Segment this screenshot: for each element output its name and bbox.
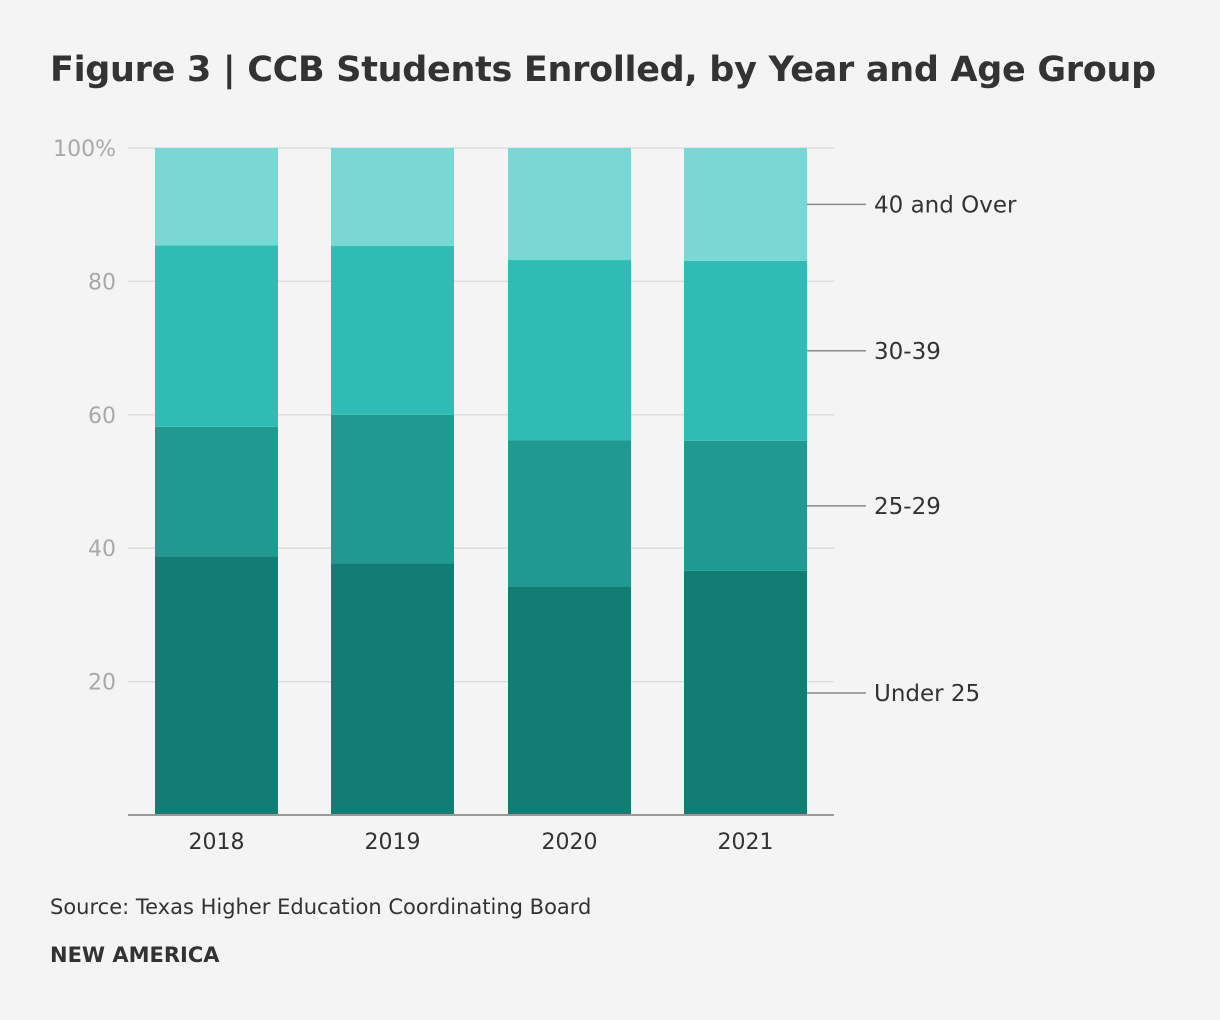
- x-tick-label-2018: 2018: [189, 830, 245, 855]
- bar-2019-40-and-over: [331, 148, 454, 247]
- bar-2018-40-and-over: [155, 148, 278, 246]
- bar-2020-25-29: [508, 440, 631, 587]
- bar-2019-30-39: [331, 246, 454, 415]
- legend-label-25-29: 25-29: [874, 494, 941, 520]
- axes: 20 40 60 80 100% 2018 2019 2020 2021: [53, 137, 834, 855]
- x-tick-label-2019: 2019: [365, 830, 421, 855]
- legend-label-40-and-over: 40 and Over: [874, 192, 1017, 218]
- bar-2020-40-and-over: [508, 148, 631, 261]
- bar-2020-30-39: [508, 260, 631, 441]
- x-tick-label-2021: 2021: [718, 830, 774, 855]
- bar-2019-under-25: [331, 563, 454, 815]
- chart-title: Figure 3 | CCB Students Enrolled, by Yea…: [50, 50, 1156, 90]
- bar-2021-30-39: [684, 260, 807, 441]
- bar-2019-25-29: [331, 414, 454, 564]
- bar-2021-25-29: [684, 440, 807, 571]
- legend: Under 25 25-29 30-39 40 and Over: [807, 192, 1017, 707]
- legend-label-under-25: Under 25: [874, 681, 980, 707]
- y-tick-label-80: 80: [88, 270, 116, 295]
- bar-2021-40-and-over: [684, 148, 807, 261]
- y-tick-label-20: 20: [88, 671, 116, 696]
- y-tick-label-60: 60: [88, 404, 116, 429]
- brand-name: NEW AMERICA: [50, 943, 220, 967]
- x-tick-label-2020: 2020: [542, 830, 598, 855]
- bar-2018-under-25: [155, 556, 278, 815]
- y-tick-label-100: 100%: [53, 137, 116, 162]
- bar-2018-30-39: [155, 245, 278, 427]
- source-note: Source: Texas Higher Education Coordinat…: [50, 895, 592, 919]
- bar-2020-under-25: [508, 586, 631, 815]
- legend-label-30-39: 30-39: [874, 339, 941, 365]
- bar-2021-under-25: [684, 570, 807, 815]
- y-tick-label-40: 40: [88, 537, 116, 562]
- bars: [155, 148, 807, 815]
- bar-2018-25-29: [155, 426, 278, 557]
